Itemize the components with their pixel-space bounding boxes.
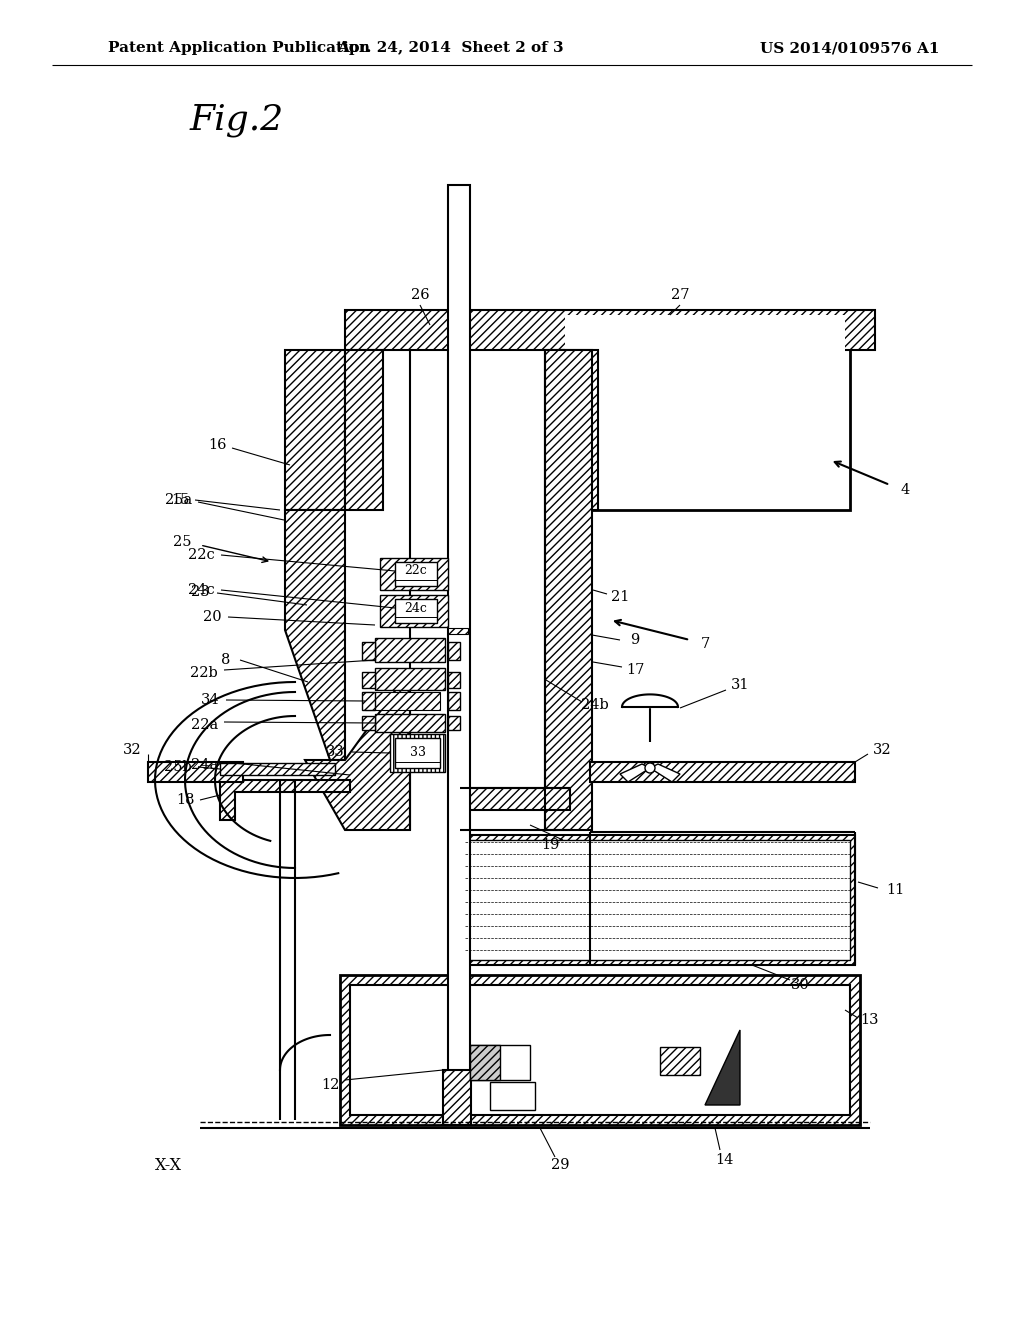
Text: 33: 33 xyxy=(327,744,345,759)
Text: 20: 20 xyxy=(204,610,222,624)
Bar xyxy=(449,628,468,634)
Bar xyxy=(545,350,592,830)
Polygon shape xyxy=(305,671,410,830)
Text: 25a: 25a xyxy=(165,492,193,507)
Polygon shape xyxy=(220,780,350,820)
Bar xyxy=(449,692,460,710)
Bar xyxy=(449,715,460,730)
Text: 17: 17 xyxy=(626,663,644,677)
Bar xyxy=(148,762,243,781)
Text: 22c: 22c xyxy=(404,565,427,578)
Bar xyxy=(443,1071,471,1125)
Bar xyxy=(362,672,375,688)
Text: 14: 14 xyxy=(715,1152,733,1167)
Bar xyxy=(565,315,845,506)
Bar xyxy=(350,985,850,1115)
Text: 32: 32 xyxy=(872,743,891,756)
Text: Fig.2: Fig.2 xyxy=(190,103,285,137)
Text: 24b: 24b xyxy=(582,698,609,711)
Bar xyxy=(660,1047,700,1074)
Text: 11: 11 xyxy=(886,883,904,898)
Text: 29: 29 xyxy=(551,1158,569,1172)
Bar xyxy=(375,638,445,663)
Bar xyxy=(380,558,449,590)
Polygon shape xyxy=(285,350,345,510)
Polygon shape xyxy=(285,510,345,760)
Text: 7: 7 xyxy=(700,638,710,651)
Text: 21: 21 xyxy=(610,590,629,605)
Text: 24a: 24a xyxy=(190,758,218,772)
Bar xyxy=(590,762,855,781)
Text: 22a: 22a xyxy=(190,718,218,733)
Text: Apr. 24, 2014  Sheet 2 of 3: Apr. 24, 2014 Sheet 2 of 3 xyxy=(337,41,563,55)
Bar xyxy=(220,763,335,775)
Text: 34: 34 xyxy=(202,693,220,708)
Bar xyxy=(395,738,440,768)
Bar xyxy=(365,692,440,710)
Polygon shape xyxy=(650,764,680,781)
Bar xyxy=(460,836,855,965)
Text: 16: 16 xyxy=(208,438,226,451)
Text: 33: 33 xyxy=(410,747,426,759)
Bar xyxy=(362,715,375,730)
Text: 18: 18 xyxy=(176,793,195,807)
Text: 15: 15 xyxy=(172,492,190,507)
Bar xyxy=(470,1045,500,1080)
Bar xyxy=(560,350,598,510)
Bar xyxy=(560,310,850,510)
Text: 4: 4 xyxy=(900,483,909,498)
Text: X-X: X-X xyxy=(155,1156,181,1173)
Text: 8: 8 xyxy=(221,653,230,667)
Bar xyxy=(449,185,470,1125)
Bar xyxy=(490,1082,535,1110)
Bar xyxy=(449,672,460,688)
Text: 9: 9 xyxy=(631,634,640,647)
Text: Patent Application Publication: Patent Application Publication xyxy=(108,41,370,55)
Text: 23: 23 xyxy=(191,585,210,599)
Text: 31: 31 xyxy=(731,678,750,692)
Bar xyxy=(449,642,460,660)
Bar xyxy=(390,734,445,772)
Circle shape xyxy=(645,763,655,774)
Bar xyxy=(375,714,445,733)
Text: 12: 12 xyxy=(321,1078,339,1092)
Bar xyxy=(362,692,375,710)
Bar xyxy=(460,788,570,810)
Bar xyxy=(395,599,437,623)
Text: 24c: 24c xyxy=(188,583,215,597)
Text: 19: 19 xyxy=(541,838,559,851)
Bar xyxy=(395,562,437,586)
Text: 24c: 24c xyxy=(404,602,427,615)
Polygon shape xyxy=(705,1030,740,1105)
Text: 32: 32 xyxy=(123,743,142,756)
Bar xyxy=(345,310,874,350)
Text: 22c: 22c xyxy=(188,548,215,562)
Bar xyxy=(345,350,383,510)
Bar xyxy=(375,668,445,690)
Text: 25b: 25b xyxy=(164,760,193,774)
Bar xyxy=(340,975,860,1125)
Text: 13: 13 xyxy=(861,1012,880,1027)
Bar xyxy=(380,595,449,627)
Text: 22b: 22b xyxy=(190,667,218,680)
Bar xyxy=(465,840,850,960)
Bar xyxy=(362,642,375,660)
Text: US 2014/0109576 A1: US 2014/0109576 A1 xyxy=(760,41,939,55)
Bar xyxy=(470,1045,530,1080)
Text: 25: 25 xyxy=(173,535,193,549)
Text: 26: 26 xyxy=(411,288,429,302)
Text: 27: 27 xyxy=(671,288,689,302)
Polygon shape xyxy=(620,764,650,781)
Text: 30: 30 xyxy=(791,978,809,993)
